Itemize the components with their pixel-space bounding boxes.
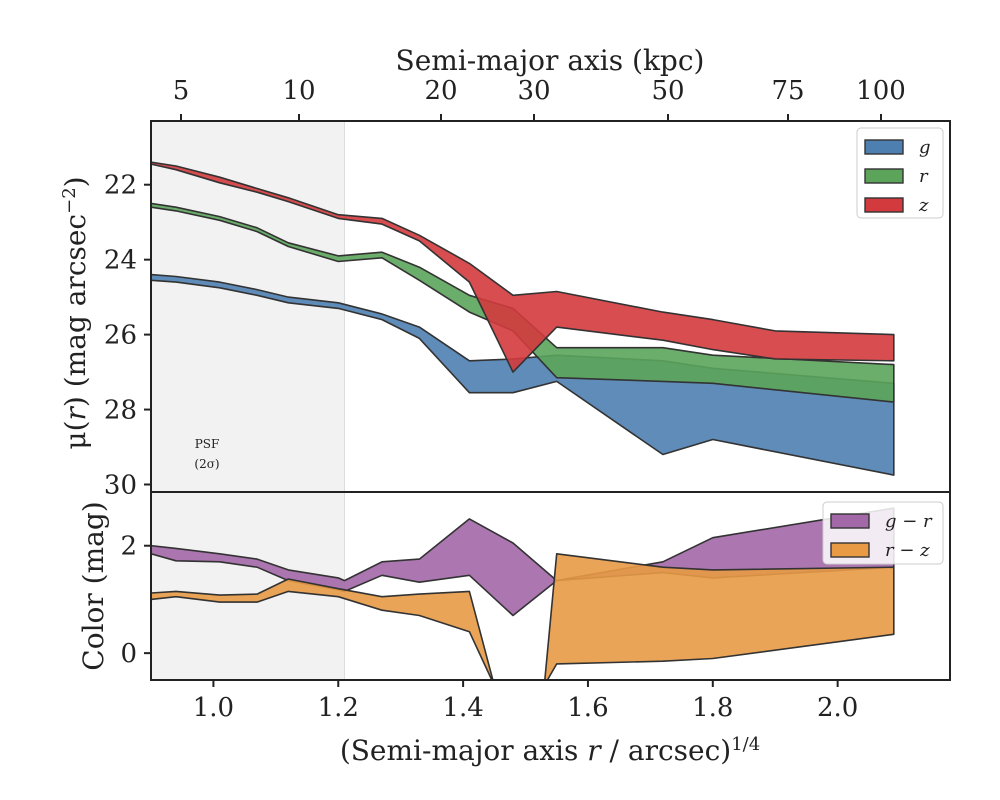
y-axis-label-bottom: Color (mag) [77, 501, 110, 670]
top-legend-label-r: r [919, 166, 929, 187]
y-tick-label: 24 [104, 246, 137, 276]
y-axis-label-top: μ(r) (mag arcsec−2) [59, 176, 93, 449]
psf-annotation-line2: (2σ) [194, 457, 219, 471]
kpc-tick-label: 5 [173, 76, 190, 106]
color-legend-swatch-r-z [830, 542, 870, 558]
top-legend-swatch-z [864, 197, 904, 213]
top-legend-swatch-g [864, 139, 904, 155]
series-r-band [151, 202, 895, 403]
y-tick-label: 28 [104, 396, 137, 426]
color-y-tick-label: 0 [120, 639, 137, 669]
y-tick-label: 22 [104, 171, 137, 201]
top-axis-label: Semi-major axis (kpc) [396, 44, 705, 77]
color-y-tick-label: 2 [120, 532, 137, 562]
series-z-band [151, 161, 895, 373]
kpc-tick-label: 50 [651, 76, 684, 106]
color-legend-label-r-z: r − z [885, 540, 930, 561]
kpc-tick-label: 10 [282, 76, 315, 106]
x-tick-label: 1.0 [193, 693, 234, 723]
x-tick-label: 1.8 [692, 693, 733, 723]
top-legend-swatch-r [864, 168, 904, 184]
bottom-panel-frame [150, 491, 951, 681]
x-tick-label: 1.2 [318, 693, 359, 723]
bottom-panel: 0 2 1.0 1.2 1.4 1.6 1.8 2.0 g − r r − z Color (… [77, 491, 951, 768]
x-tick-label: 1.4 [442, 693, 483, 723]
top-panel: PSF (2σ) 22 24 26 28 30 5 10 20 30 50 75 100 grz S… [59, 44, 951, 501]
top-legend-label-g: g [919, 137, 931, 158]
color-legend-swatch-g-r [830, 513, 870, 529]
x-tick-label: 1.6 [567, 693, 608, 723]
kpc-tick-label: 20 [424, 76, 457, 106]
top-legend-label-z: z [918, 195, 929, 216]
psf-annotation-line1: PSF [195, 437, 220, 451]
y-tick-label: 26 [104, 321, 137, 351]
color-series-r-z-band [151, 552, 895, 680]
kpc-tick-label: 75 [771, 76, 804, 106]
psf-shaded-region [150, 120, 346, 493]
x-axis-label: (Semi-major axis r / arcsec)1/4 [340, 734, 760, 768]
series-g-band [151, 273, 895, 476]
x-tick-label: 2.0 [817, 693, 858, 723]
kpc-tick-label: 100 [856, 76, 906, 106]
kpc-tick-label: 30 [517, 76, 550, 106]
color-legend-label-g-r: g − r [885, 511, 933, 532]
y-tick-label: 30 [104, 471, 137, 501]
